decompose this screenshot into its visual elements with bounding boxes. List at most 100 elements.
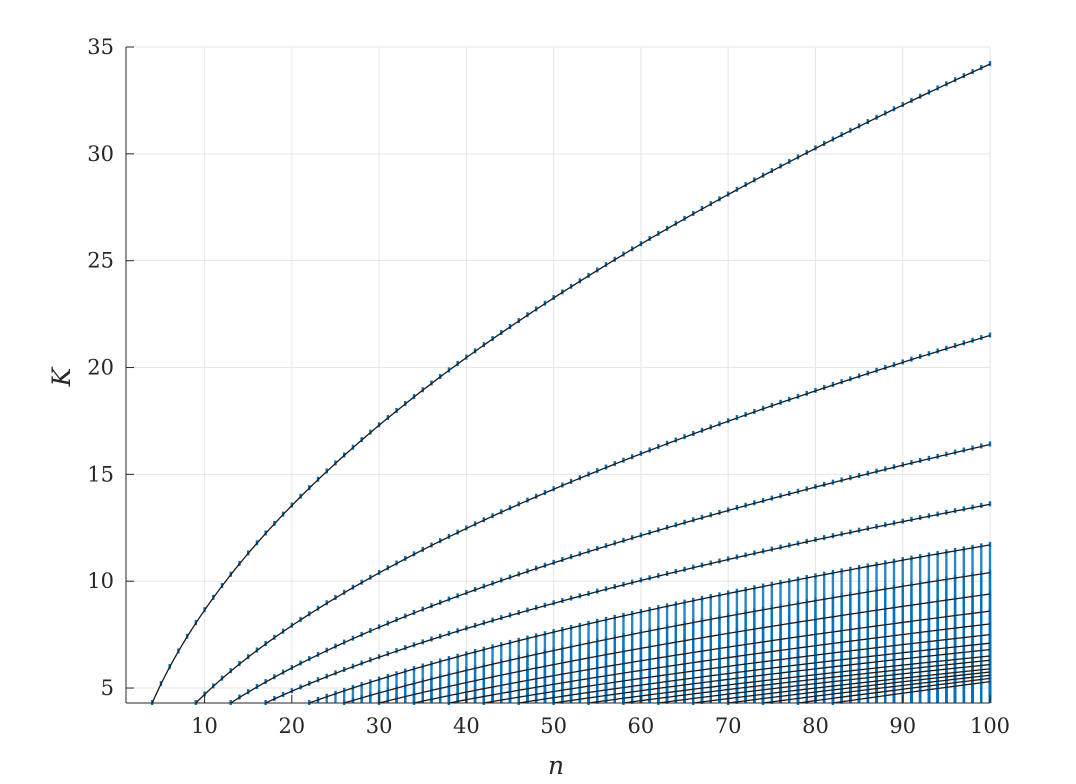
series-17-curve xyxy=(728,671,991,704)
series-9-curve xyxy=(448,623,991,704)
y-tick-label: 25 xyxy=(87,249,114,273)
x-axis-label: n xyxy=(548,751,564,780)
series-10-curve xyxy=(483,633,991,704)
series-6-curve xyxy=(343,572,991,704)
data-point xyxy=(988,61,992,67)
data-point xyxy=(988,640,992,646)
data-column xyxy=(369,695,372,703)
x-tick-label: 50 xyxy=(540,714,567,738)
data-point xyxy=(988,675,992,681)
data-column xyxy=(578,699,582,703)
data-column xyxy=(849,700,852,703)
data-column xyxy=(482,696,486,703)
x-tick-label: 90 xyxy=(889,714,916,738)
data-column xyxy=(648,699,651,703)
fit-curves xyxy=(151,63,991,704)
data-column xyxy=(500,700,503,703)
data-column xyxy=(508,698,512,703)
data-column xyxy=(683,699,686,703)
data-point xyxy=(988,665,992,671)
data-column xyxy=(456,701,459,703)
data-column xyxy=(753,699,756,703)
x-tick-label: 100 xyxy=(970,714,1010,738)
data-column xyxy=(892,694,896,703)
data-column xyxy=(936,688,939,703)
data-point xyxy=(988,620,992,626)
series-19-curve xyxy=(797,677,991,704)
series-13-curve xyxy=(588,655,991,704)
series-16-curve xyxy=(693,668,991,704)
data-column xyxy=(342,690,346,703)
data-point xyxy=(988,332,992,338)
series-15-curve xyxy=(658,663,991,704)
data-column xyxy=(473,698,477,703)
data-column xyxy=(788,699,791,703)
data-column xyxy=(412,694,416,703)
x-tick-label: 40 xyxy=(453,714,480,738)
data-column xyxy=(386,700,390,703)
series-5-curve xyxy=(309,544,991,704)
x-tick-label: 70 xyxy=(715,714,742,738)
data-point xyxy=(988,441,992,447)
data-column xyxy=(604,700,608,703)
data-column xyxy=(395,698,398,703)
data-point xyxy=(988,646,992,652)
data-point xyxy=(988,652,992,658)
data-point xyxy=(988,608,992,614)
data-column xyxy=(709,700,712,703)
data-column xyxy=(395,688,398,703)
series-20-curve xyxy=(832,680,991,704)
data-column xyxy=(962,685,966,703)
series-4-curve xyxy=(265,503,991,704)
data-point xyxy=(988,678,992,684)
data-column xyxy=(447,695,451,703)
data-column xyxy=(351,700,355,703)
data-column xyxy=(613,699,616,703)
data-column xyxy=(822,699,826,703)
y-axis-label: K xyxy=(47,366,76,387)
x-tick-label: 80 xyxy=(802,714,829,738)
x-tick-label: 30 xyxy=(366,714,393,738)
series-3-curve xyxy=(230,443,991,704)
data-column xyxy=(543,698,547,703)
data-column xyxy=(421,692,424,703)
data-column xyxy=(910,692,913,703)
data-column xyxy=(945,687,948,703)
data-point xyxy=(988,631,992,637)
series-11-curve xyxy=(518,642,991,704)
data-point xyxy=(988,541,992,547)
data-column xyxy=(491,701,494,703)
data-column xyxy=(927,689,931,703)
data-column xyxy=(325,696,328,703)
series-2-curve xyxy=(195,334,991,704)
x-tick-label: 20 xyxy=(278,714,305,738)
data-column xyxy=(884,695,887,703)
series-14-curve xyxy=(623,659,991,704)
data-column xyxy=(534,700,538,703)
y-tick-label: 30 xyxy=(87,142,114,166)
y-tick-label: 20 xyxy=(87,356,114,380)
data-column xyxy=(360,697,363,703)
tick-labels: 10 20 30 40 50 60 70 80 90 100 5 10 15 20 25 30 35 xyxy=(87,35,1010,738)
series-18-curve xyxy=(763,674,991,704)
data-column xyxy=(404,696,407,703)
data-column xyxy=(316,699,320,703)
data-column xyxy=(953,686,957,703)
data-column xyxy=(421,701,424,703)
data-column xyxy=(334,693,337,703)
data-point xyxy=(988,661,992,667)
y-tick-label: 10 xyxy=(87,569,114,593)
data-column xyxy=(866,698,870,703)
y-tick-label: 5 xyxy=(101,676,114,700)
data-column xyxy=(857,699,861,703)
data-column xyxy=(569,700,573,703)
data-column xyxy=(980,682,983,703)
data-point xyxy=(988,569,992,575)
axes xyxy=(125,46,991,704)
data-column xyxy=(779,700,782,703)
data-column xyxy=(875,696,878,703)
data-column xyxy=(718,699,721,703)
data-point xyxy=(988,657,992,663)
